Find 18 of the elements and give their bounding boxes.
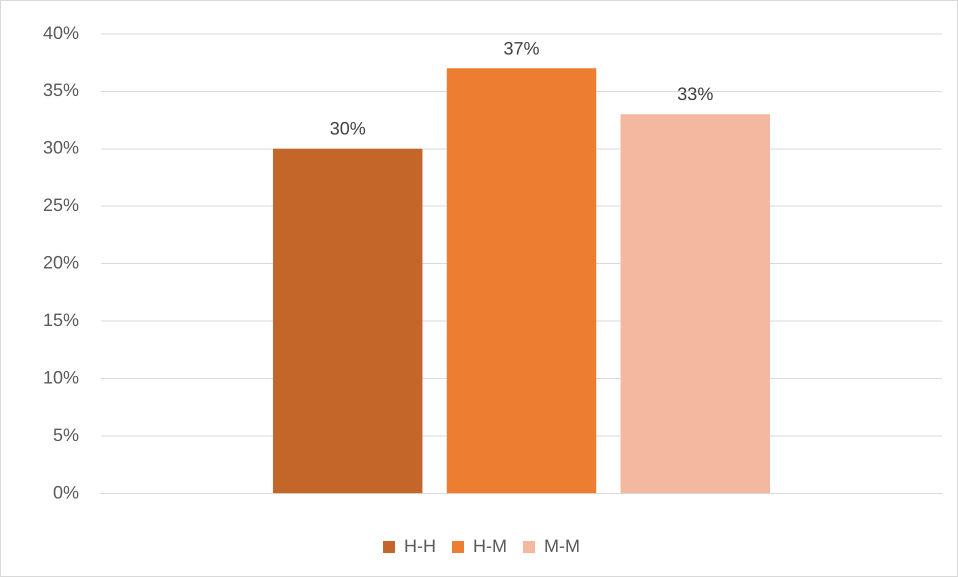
data-label: 37% [504, 38, 540, 58]
y-tick-label: 30% [42, 138, 80, 158]
y-tick-label: 15% [42, 310, 80, 330]
y-tick-label: 5% [53, 425, 80, 446]
legend-label: M-M [544, 536, 580, 556]
y-tick-label: 25% [42, 195, 80, 216]
data-label: 30% [330, 118, 366, 139]
y-tick-label: 0% [53, 482, 80, 503]
bar [272, 148, 422, 494]
bar [620, 114, 770, 494]
data-label: 33% [677, 84, 714, 104]
y-tick-label: 10% [42, 368, 80, 388]
y-tick-label: 35% [42, 80, 80, 100]
legend-label: H-M [473, 536, 508, 556]
bar [446, 68, 596, 494]
legend-label: H-H [404, 536, 436, 556]
y-tick-label: 20% [42, 252, 80, 273]
y-tick-label: 40% [42, 22, 80, 43]
